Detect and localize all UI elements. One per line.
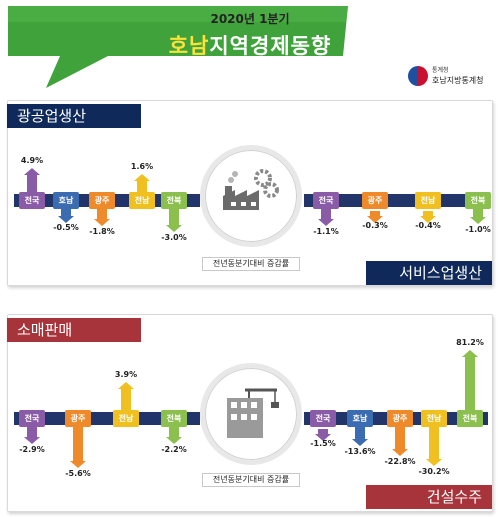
region-label: 전국 — [19, 192, 45, 209]
region-label: 전남 — [129, 192, 155, 209]
value-label: -1.8% — [89, 227, 115, 236]
arrow-down-icon — [392, 426, 408, 456]
region-label: 전남 — [421, 410, 447, 427]
arrow-전북 — [470, 208, 486, 228]
arrow-전남 — [134, 174, 150, 198]
region-label: 전북 — [161, 192, 187, 209]
value-label: 81.2% — [456, 338, 484, 347]
arrow-down-icon — [470, 208, 486, 224]
value-label: -1.1% — [313, 227, 339, 236]
construction-icon — [227, 388, 279, 438]
taegeuk-icon — [408, 66, 428, 86]
arrow-전국 — [318, 208, 334, 230]
region-label: 전북 — [465, 192, 491, 209]
section-title-mining: 광공업생산 — [7, 104, 141, 128]
caption-yoy: 전년동분기대비 증감률 — [202, 473, 300, 487]
construction-circle — [200, 363, 302, 465]
value-label: -1.5% — [310, 439, 336, 448]
arrow-광주 — [392, 426, 408, 460]
value-label: -0.5% — [53, 223, 79, 232]
value-label: -0.4% — [415, 221, 441, 230]
arrow-up-icon — [118, 382, 134, 412]
value-label: -5.6% — [65, 469, 91, 478]
arrow-down-icon — [352, 426, 368, 446]
value-label: -30.2% — [418, 467, 450, 476]
region-label: 전국 — [19, 410, 45, 427]
section-title-retail: 소매판매 — [7, 318, 141, 342]
value-label: -2.2% — [161, 445, 187, 454]
arrow-전북 — [166, 426, 182, 448]
region-label: 전남 — [415, 192, 441, 209]
timeline-right — [304, 194, 488, 207]
region-label: 전북 — [161, 410, 187, 427]
arrow-down-icon — [166, 426, 182, 444]
title-subject: 지역경제동향 — [209, 34, 332, 58]
factory-icon — [223, 169, 279, 210]
region-label: 광주 — [89, 192, 115, 209]
arrow-down-icon — [166, 208, 182, 232]
report-title: 호남지역경제동향 — [0, 30, 500, 60]
region-label: 전남 — [113, 410, 139, 427]
panel-production: 광공업생산 전년동분기대비 증감률 서비스업생산 전국 4.9% 호남 -0.5% 광주… — [7, 100, 493, 286]
arrow-호남 — [352, 426, 368, 450]
value-label: 4.9% — [20, 156, 44, 165]
section-title-construction: 건설수주 — [366, 485, 492, 509]
factory-circle — [200, 145, 302, 247]
value-label: 3.9% — [114, 370, 138, 379]
value-label: -3.0% — [161, 233, 187, 242]
arrow-광주 — [94, 208, 110, 230]
panel-retail: 소매판매 전년동분기대비 증감률 건설수주 전국 -2.9% 광주 -5.6% 전남 3.… — [7, 314, 493, 512]
arrow-호남 — [58, 208, 74, 227]
region-label: 광주 — [387, 410, 413, 427]
arrow-up-icon — [462, 350, 478, 412]
arrow-down-icon — [318, 208, 334, 226]
region-label: 호남 — [347, 410, 373, 427]
value-label: -1.0% — [465, 225, 491, 234]
arrow-전북 — [462, 350, 478, 416]
header-banner — [8, 6, 348, 88]
arrow-down-icon — [367, 211, 383, 223]
section-title-services: 서비스업생산 — [366, 261, 492, 285]
org-logo: 통계청 호남지방통계청 — [408, 64, 498, 90]
value-label: -22.8% — [384, 457, 416, 466]
region-label: 호남 — [53, 192, 79, 209]
caption-yoy: 전년동분기대비 증감률 — [202, 257, 300, 271]
arrow-up-icon — [134, 174, 150, 194]
value-label: -2.9% — [19, 445, 45, 454]
arrow-down-icon — [426, 426, 442, 466]
region-label: 전국 — [313, 192, 339, 209]
arrow-광주 — [70, 426, 86, 472]
arrow-전남 — [426, 426, 442, 470]
arrow-down-icon — [94, 208, 110, 226]
arrow-down-icon — [315, 429, 331, 441]
value-label: -13.6% — [344, 447, 376, 456]
arrow-전남 — [420, 208, 436, 227]
org-top-label: 통계청 — [432, 67, 449, 74]
region-label: 광주 — [65, 410, 91, 427]
arrow-up-icon — [24, 168, 40, 194]
arrow-전국 — [315, 426, 331, 445]
arrow-down-icon — [420, 211, 436, 223]
timeline-left — [14, 412, 200, 425]
value-label: -0.3% — [362, 221, 388, 230]
arrow-광주 — [367, 208, 383, 227]
region-label: 전국 — [310, 410, 336, 427]
org-name: 호남지방통계청 — [432, 76, 484, 85]
region-label: 광주 — [362, 192, 388, 209]
arrow-down-icon — [24, 426, 40, 444]
report-period: 2020년 1분기 — [210, 12, 290, 26]
value-label: 1.6% — [130, 162, 154, 171]
arrow-전국 — [24, 426, 40, 448]
arrow-전국 — [24, 168, 40, 198]
arrow-전북 — [166, 208, 182, 236]
arrow-down-icon — [58, 209, 74, 223]
arrow-down-icon — [70, 426, 86, 468]
region-label: 전북 — [457, 410, 483, 427]
title-region: 호남 — [168, 34, 210, 58]
arrow-전남 — [118, 382, 134, 416]
